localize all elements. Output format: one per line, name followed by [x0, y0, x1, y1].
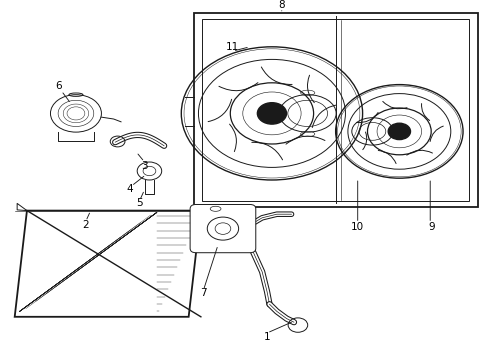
- Text: 7: 7: [200, 288, 207, 298]
- Bar: [202, 19, 469, 201]
- Circle shape: [257, 103, 287, 124]
- Text: 5: 5: [136, 198, 143, 208]
- FancyBboxPatch shape: [190, 204, 256, 253]
- Bar: [194, 13, 478, 207]
- Text: 4: 4: [126, 184, 133, 194]
- Polygon shape: [15, 211, 201, 317]
- Circle shape: [388, 123, 411, 140]
- Text: 10: 10: [351, 222, 364, 232]
- Text: 3: 3: [141, 161, 148, 171]
- Text: 1: 1: [264, 332, 270, 342]
- Text: 8: 8: [278, 0, 285, 10]
- Text: 11: 11: [226, 42, 240, 52]
- Text: 2: 2: [82, 220, 89, 230]
- Text: 6: 6: [55, 81, 62, 91]
- Text: 9: 9: [428, 222, 435, 232]
